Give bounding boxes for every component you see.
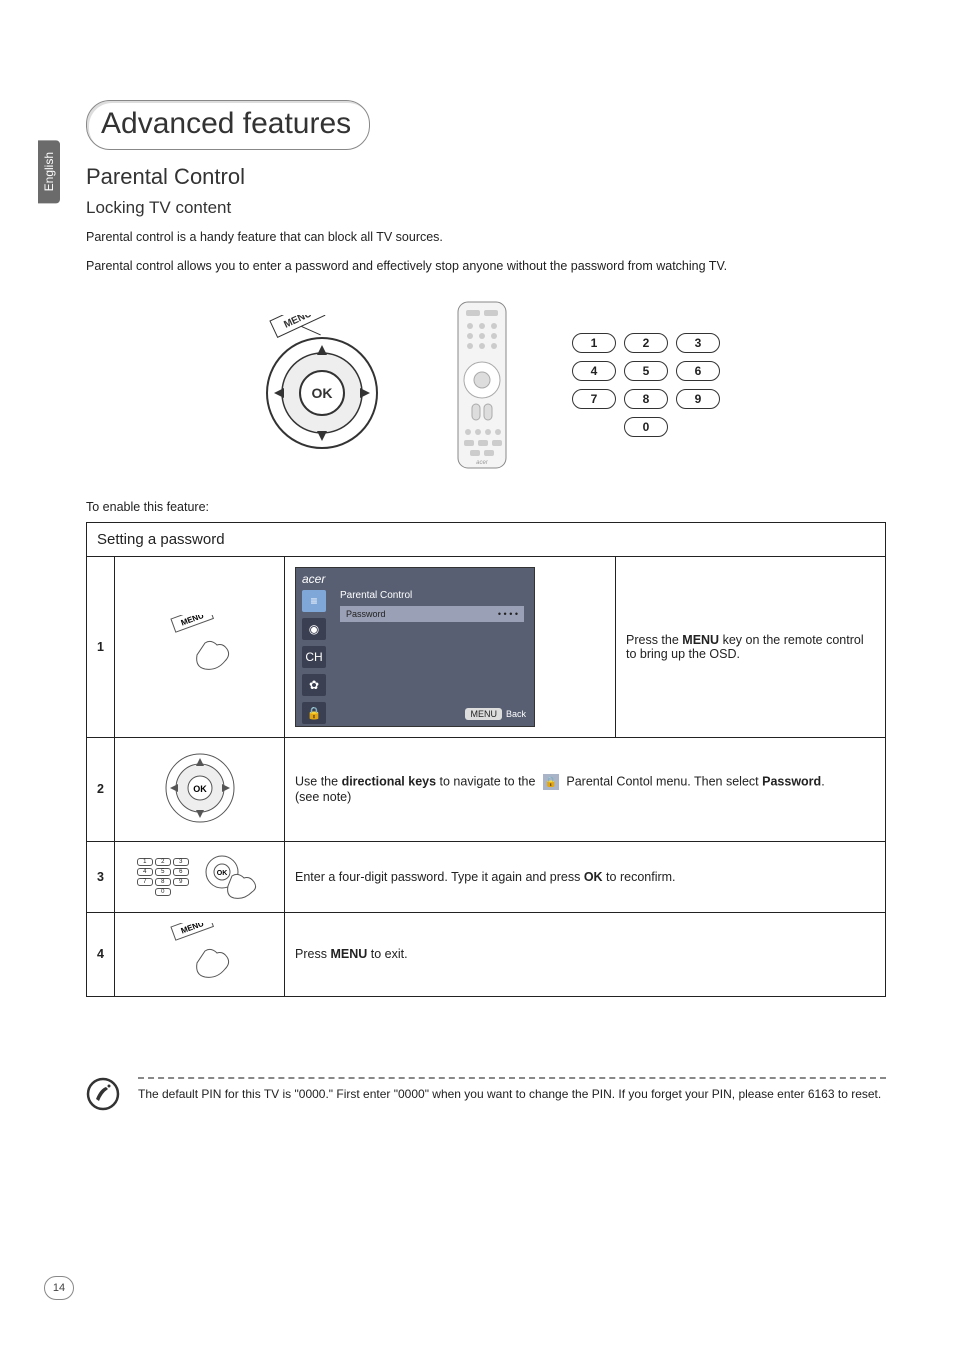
numpad-illustration: 1 2 3 4 5 6 7 8 9 0 xyxy=(572,333,720,437)
osd-icon-settings: ✿ xyxy=(302,674,326,696)
note-icon xyxy=(86,1077,120,1111)
table-header: Setting a password xyxy=(87,522,886,556)
step-number: 2 xyxy=(87,737,115,841)
text-bold: OK xyxy=(584,870,603,884)
svg-text:acer: acer xyxy=(476,460,489,466)
svg-text:OK: OK xyxy=(217,870,228,877)
numpad-key-3: 3 xyxy=(676,333,720,353)
osd-row-value: • • • • xyxy=(498,609,518,619)
numpad-key-8: 8 xyxy=(624,389,668,409)
hand-press-menu-icon: MENU xyxy=(165,923,235,983)
step-description: Enter a four-digit password. Type it aga… xyxy=(285,841,886,912)
note-block: The default PIN for this TV is "0000." F… xyxy=(86,1077,886,1111)
note-text: The default PIN for this TV is "0000." F… xyxy=(138,1085,886,1103)
text-fragment: Press xyxy=(295,947,330,961)
numpad-key-5: 5 xyxy=(624,361,668,381)
chapter-title: Advanced features xyxy=(86,100,370,150)
intro-line-2: Parental control allows you to enter a p… xyxy=(86,257,886,276)
text-fragment: to reconfirm. xyxy=(603,870,676,884)
ok-dial-illustration: OK MENU xyxy=(252,315,392,455)
text-bold: MENU xyxy=(682,633,719,647)
text-fragment: Use the xyxy=(295,774,342,788)
step-image: OK xyxy=(115,737,285,841)
osd-screenshot: acer ≡ ◉ CH ✿ 🔒 Parental Control Passwor… xyxy=(295,567,535,727)
page-number: 14 xyxy=(44,1276,74,1300)
text-note: (see note) xyxy=(295,790,351,804)
language-tab: English xyxy=(38,140,60,203)
osd-footer: MENU Back xyxy=(465,708,526,720)
osd-icon-picture: ≡ xyxy=(302,590,326,612)
text-fragment: to navigate to the xyxy=(436,774,539,788)
osd-icon-lock: 🔒 xyxy=(302,702,326,724)
table-row: 4 MENU Press MENU to exit. xyxy=(87,912,886,996)
step-image: MENU xyxy=(115,556,285,737)
step-description: Press MENU to exit. xyxy=(285,912,886,996)
numpad-key-2: 2 xyxy=(624,333,668,353)
numpad-key-6: 6 xyxy=(676,361,720,381)
hand-press-ok-icon: OK xyxy=(202,852,262,902)
numpad-key-7: 7 xyxy=(572,389,616,409)
remote-illustration: acer xyxy=(452,300,512,470)
mini-numpad-icon: 123 456 789 0 xyxy=(137,858,189,896)
step-image: MENU xyxy=(115,912,285,996)
text-fragment: Press the xyxy=(626,633,682,647)
step-description: Use the directional keys to navigate to … xyxy=(285,737,886,841)
step-osd: acer ≡ ◉ CH ✿ 🔒 Parental Control Passwor… xyxy=(285,556,616,737)
text-fragment: Enter a four-digit password. Type it aga… xyxy=(295,870,584,884)
text-fragment: Parental Contol menu. Then select xyxy=(563,774,762,788)
text-bold: Password xyxy=(762,774,821,788)
hand-press-menu-icon: MENU xyxy=(165,615,235,675)
step-number: 1 xyxy=(87,556,115,737)
table-row: 3 123 456 789 0 OK Enter a four-digit pa… xyxy=(87,841,886,912)
svg-text:OK: OK xyxy=(312,385,333,401)
text-bold: MENU xyxy=(330,947,367,961)
osd-menu-title: Parental Control xyxy=(340,590,412,601)
table-row: 1 MENU acer ≡ ◉ CH ✿ xyxy=(87,556,886,737)
step-image: 123 456 789 0 OK xyxy=(115,841,285,912)
osd-sidebar: ≡ ◉ CH ✿ 🔒 xyxy=(302,590,330,724)
lock-icon: 🔒 xyxy=(543,774,559,790)
figure-row: OK MENU xyxy=(86,300,886,470)
section-title: Parental Control xyxy=(86,164,886,190)
osd-footer-text: Back xyxy=(506,709,526,719)
numpad-key-4: 4 xyxy=(572,361,616,381)
svg-text:OK: OK xyxy=(193,784,207,794)
steps-table: Setting a password 1 MENU acer ≡ xyxy=(86,522,886,997)
osd-row-label: Password xyxy=(346,609,386,619)
text-fragment: . xyxy=(821,774,824,788)
osd-brand: acer xyxy=(302,572,325,586)
numpad-key-0: 0 xyxy=(624,417,668,437)
subsection-title: Locking TV content xyxy=(86,198,886,218)
numpad-key-9: 9 xyxy=(676,389,720,409)
step-number: 4 xyxy=(87,912,115,996)
table-row: 2 OK Use the directional keys to navigat… xyxy=(87,737,886,841)
page-content: Advanced features Parental Control Locki… xyxy=(86,100,886,1111)
text-fragment: to exit. xyxy=(367,947,407,961)
enable-line: To enable this feature: xyxy=(86,500,886,514)
step-description: Press the MENU key on the remote control… xyxy=(616,556,886,737)
text-bold: directional keys xyxy=(342,774,437,788)
osd-icon-sound: ◉ xyxy=(302,618,326,640)
osd-footer-pill: MENU xyxy=(465,708,502,720)
osd-row: Password • • • • xyxy=(340,606,524,622)
step-number: 3 xyxy=(87,841,115,912)
note-separator xyxy=(138,1077,886,1079)
numpad-key-1: 1 xyxy=(572,333,616,353)
osd-icon-channel: CH xyxy=(302,646,326,668)
intro-line-1: Parental control is a handy feature that… xyxy=(86,228,886,247)
ok-dial-icon: OK xyxy=(160,748,240,828)
